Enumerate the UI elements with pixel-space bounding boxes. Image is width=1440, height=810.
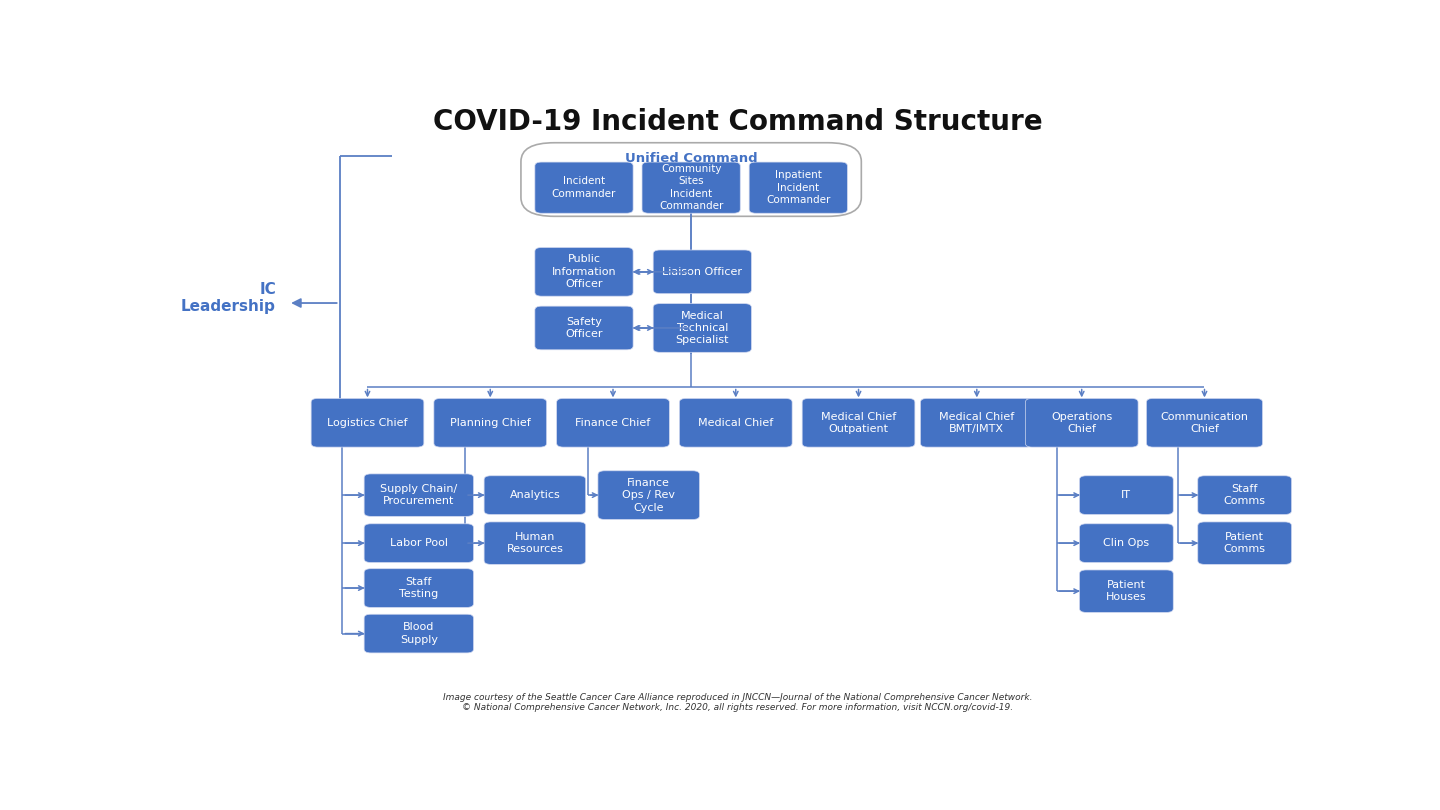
Text: Unified Command: Unified Command bbox=[625, 152, 757, 165]
Text: Medical Chief
Outpatient: Medical Chief Outpatient bbox=[821, 411, 896, 434]
Text: Operations
Chief: Operations Chief bbox=[1051, 411, 1112, 434]
FancyBboxPatch shape bbox=[364, 474, 474, 516]
FancyBboxPatch shape bbox=[534, 306, 634, 350]
Text: Public
Information
Officer: Public Information Officer bbox=[552, 254, 616, 289]
Text: Liaison Officer: Liaison Officer bbox=[662, 266, 742, 277]
Text: Medical Chief: Medical Chief bbox=[698, 418, 773, 428]
Text: © National Comprehensive Cancer Network, Inc. 2020, all rights reserved. For mor: © National Comprehensive Cancer Network,… bbox=[462, 703, 1014, 712]
Text: Community
Sites
Incident
Commander: Community Sites Incident Commander bbox=[660, 164, 723, 211]
FancyBboxPatch shape bbox=[534, 248, 634, 296]
FancyBboxPatch shape bbox=[654, 250, 752, 294]
FancyBboxPatch shape bbox=[364, 524, 474, 562]
Text: IT: IT bbox=[1122, 490, 1132, 500]
FancyBboxPatch shape bbox=[534, 162, 634, 213]
Text: IC
Leadership: IC Leadership bbox=[181, 282, 276, 314]
Text: Analytics: Analytics bbox=[510, 490, 560, 500]
FancyBboxPatch shape bbox=[484, 475, 586, 514]
FancyBboxPatch shape bbox=[598, 471, 700, 519]
FancyBboxPatch shape bbox=[654, 304, 752, 352]
FancyBboxPatch shape bbox=[1080, 570, 1174, 612]
Text: Planning Chief: Planning Chief bbox=[449, 418, 530, 428]
FancyBboxPatch shape bbox=[557, 399, 670, 447]
Text: Human
Resources: Human Resources bbox=[507, 532, 563, 554]
Text: Supply Chain/
Procurement: Supply Chain/ Procurement bbox=[380, 484, 458, 506]
FancyBboxPatch shape bbox=[1198, 522, 1292, 565]
FancyBboxPatch shape bbox=[311, 399, 423, 447]
Text: Incident
Commander: Incident Commander bbox=[552, 177, 616, 198]
Text: Image courtesy of the Seattle Cancer Care Alliance reproduced in JNCCN—Journal o: Image courtesy of the Seattle Cancer Car… bbox=[444, 693, 1032, 701]
Text: Logistics Chief: Logistics Chief bbox=[327, 418, 408, 428]
FancyBboxPatch shape bbox=[749, 162, 847, 213]
FancyBboxPatch shape bbox=[364, 614, 474, 653]
Text: Safety
Officer: Safety Officer bbox=[566, 317, 603, 339]
FancyBboxPatch shape bbox=[920, 399, 1032, 447]
Text: Clin Ops: Clin Ops bbox=[1103, 538, 1149, 548]
FancyBboxPatch shape bbox=[642, 162, 740, 213]
Text: Staff
Comms: Staff Comms bbox=[1224, 484, 1266, 506]
Text: Communication
Chief: Communication Chief bbox=[1161, 411, 1248, 434]
Text: Blood
Supply: Blood Supply bbox=[400, 622, 438, 645]
FancyBboxPatch shape bbox=[802, 399, 914, 447]
Text: Medical Chief
BMT/IMTX: Medical Chief BMT/IMTX bbox=[939, 411, 1014, 434]
FancyBboxPatch shape bbox=[1025, 399, 1138, 447]
FancyBboxPatch shape bbox=[1080, 524, 1174, 562]
Text: Medical
Technical
Specialist: Medical Technical Specialist bbox=[675, 310, 729, 345]
FancyBboxPatch shape bbox=[1080, 475, 1174, 514]
FancyBboxPatch shape bbox=[433, 399, 547, 447]
Text: Staff
Testing: Staff Testing bbox=[399, 577, 438, 599]
FancyBboxPatch shape bbox=[521, 143, 861, 216]
Text: Patient
Comms: Patient Comms bbox=[1224, 532, 1266, 554]
Text: Labor Pool: Labor Pool bbox=[390, 538, 448, 548]
Text: COVID-19 Incident Command Structure: COVID-19 Incident Command Structure bbox=[433, 109, 1043, 136]
FancyBboxPatch shape bbox=[680, 399, 792, 447]
Text: Patient
Houses: Patient Houses bbox=[1106, 580, 1146, 603]
FancyBboxPatch shape bbox=[484, 522, 586, 565]
Text: Finance
Ops / Rev
Cycle: Finance Ops / Rev Cycle bbox=[622, 478, 675, 513]
FancyBboxPatch shape bbox=[1198, 475, 1292, 514]
FancyBboxPatch shape bbox=[1146, 399, 1263, 447]
FancyBboxPatch shape bbox=[364, 569, 474, 608]
Text: Inpatient
Incident
Commander: Inpatient Incident Commander bbox=[766, 170, 831, 205]
Text: Finance Chief: Finance Chief bbox=[576, 418, 651, 428]
